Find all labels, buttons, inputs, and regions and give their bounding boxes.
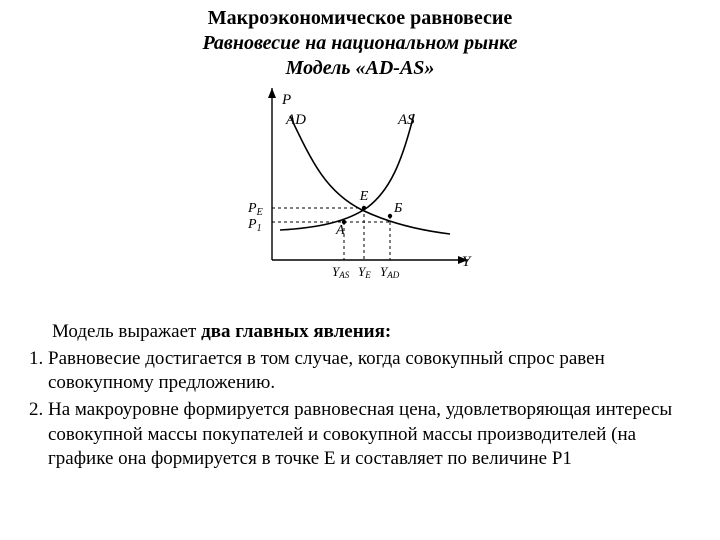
chart-svg: PYADASEAБPEP1YASYEYAD bbox=[232, 82, 488, 292]
title-line-2: Равновесие на национальном рынке bbox=[0, 31, 720, 56]
intro-line: Модель выражает два главных явления: bbox=[32, 320, 688, 345]
svg-text:E: E bbox=[359, 189, 369, 204]
svg-text:AS: AS bbox=[397, 112, 415, 128]
body-text: Модель выражает два главных явления: Рав… bbox=[32, 320, 688, 474]
svg-text:P: P bbox=[281, 92, 291, 108]
title-line-1: Макроэкономическое равновесие bbox=[0, 6, 720, 31]
svg-text:A: A bbox=[335, 223, 345, 238]
svg-text:Б: Б bbox=[393, 201, 402, 216]
intro-bold: два главных явления: bbox=[201, 321, 391, 342]
intro-prefix: Модель выражает bbox=[52, 321, 201, 342]
slide-page: Макроэкономическое равновесие Равновесие… bbox=[0, 0, 720, 540]
list-item-1: Равновесие достигается в том случае, ког… bbox=[48, 347, 688, 396]
title-block: Макроэкономическое равновесие Равновесие… bbox=[0, 6, 720, 81]
list-item-2: На макроуровне формируется равновесная ц… bbox=[48, 398, 688, 472]
main-list: Равновесие достигается в том случае, ког… bbox=[32, 347, 688, 472]
ad-as-chart: PYADASEAБPEP1YASYEYAD bbox=[232, 82, 488, 292]
title-line-3: Модель «AD-AS» bbox=[0, 56, 720, 81]
svg-text:AD: AD bbox=[285, 112, 306, 128]
